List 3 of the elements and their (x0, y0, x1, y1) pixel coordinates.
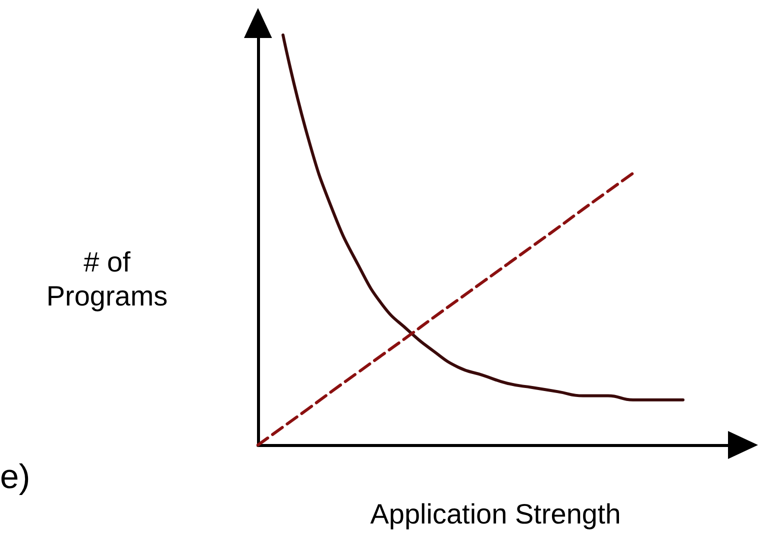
y-axis-title: # of Programs (46, 246, 168, 312)
text: e) (0, 458, 30, 496)
x-axis-title: Application Strength (370, 498, 621, 530)
